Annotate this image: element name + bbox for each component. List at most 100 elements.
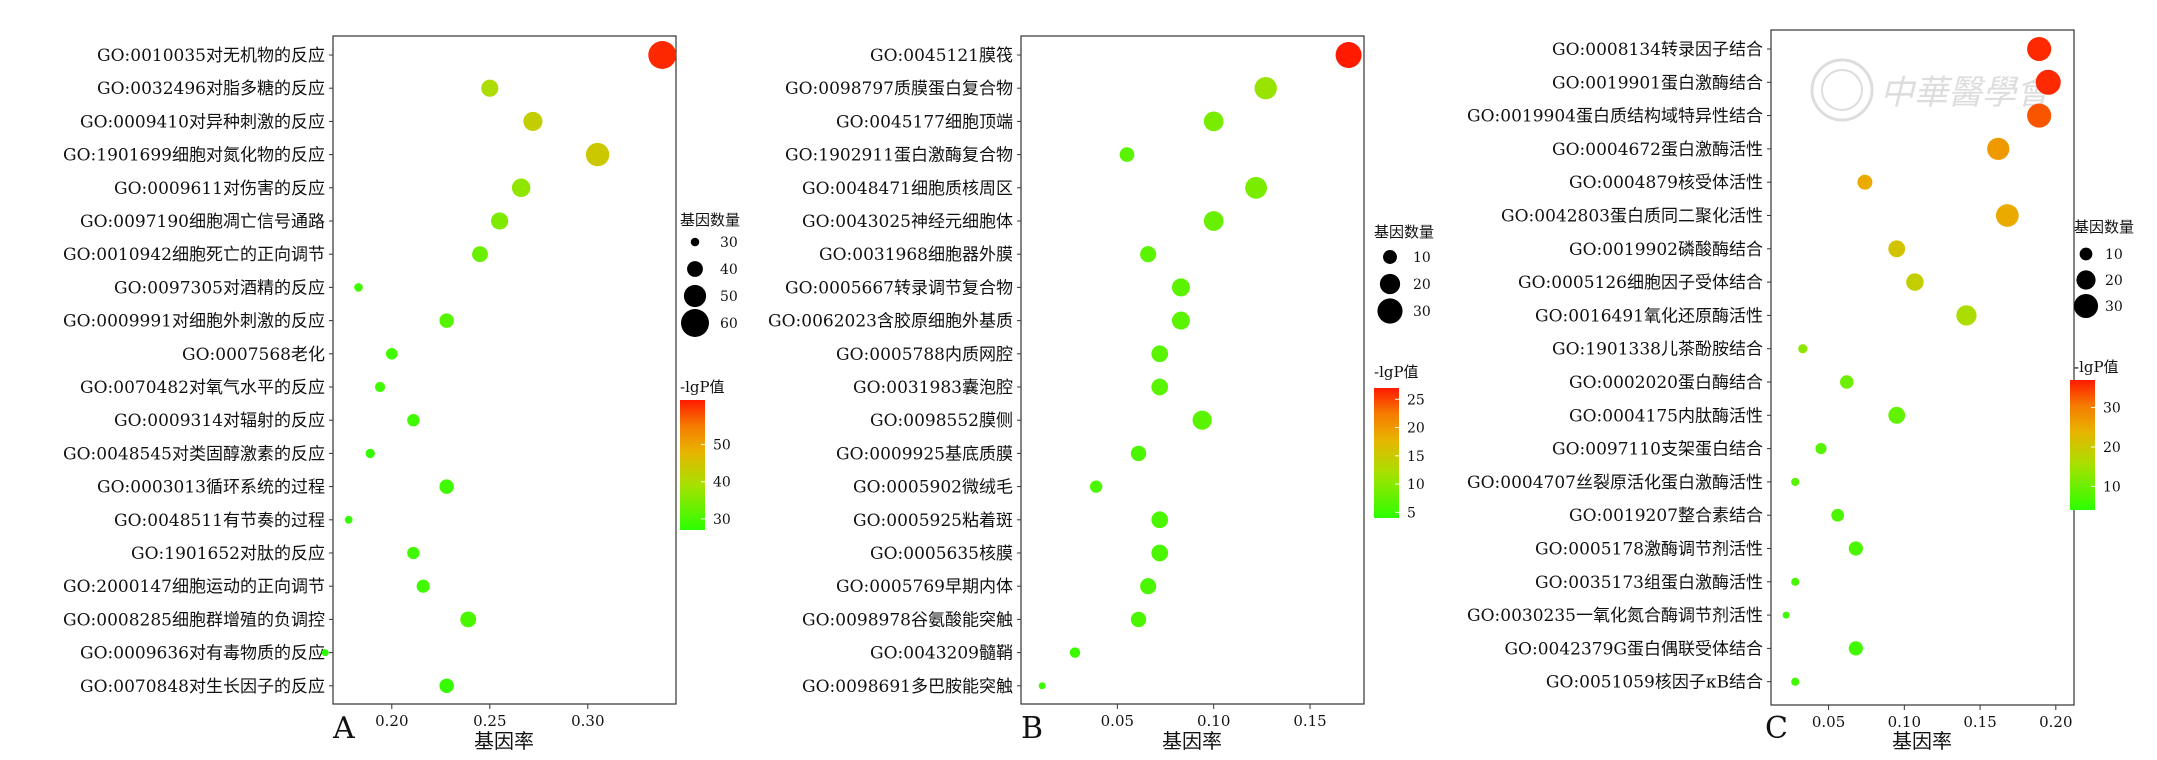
x-tick-label: 0.10 xyxy=(1197,712,1230,730)
data-point xyxy=(1130,445,1147,462)
color-legend-label: 10 xyxy=(2103,479,2121,495)
size-legend-label: 50 xyxy=(720,289,738,305)
term-label: GO:0016491氧化还原酶活性 xyxy=(1535,306,1763,326)
data-point xyxy=(472,246,488,263)
term-label: GO:0048545对类固醇激素的反应 xyxy=(63,444,325,464)
size-legend: 基因数量 10 20 30 xyxy=(2073,218,2134,319)
data-point xyxy=(2027,103,2052,128)
color-bar xyxy=(1374,388,1399,518)
x-tick-label: 0.30 xyxy=(571,712,604,730)
data-point xyxy=(1906,273,1924,291)
term-label: GO:0032496对脂多糖的反应 xyxy=(97,79,325,99)
term-label: GO:0098691多巴胺能突触 xyxy=(802,677,1013,697)
x-tick-label: 0.05 xyxy=(1812,713,1845,731)
y-tick-labels: GO:0008134转录因子结合 GO:0019901蛋白激酶结合 GO:00199… xyxy=(1467,40,1771,693)
color-legend-title: -lgP值 xyxy=(1374,363,1419,381)
data-point xyxy=(1848,641,1863,656)
term-label: GO:0045121膜筏 xyxy=(870,46,1013,66)
x-axis-label: 基因率 xyxy=(474,729,534,753)
term-label: GO:0009991对细胞外刺激的反应 xyxy=(63,312,325,332)
x-tick-label: 0.20 xyxy=(375,712,408,730)
data-point xyxy=(2027,36,2052,62)
size-legend-label: 30 xyxy=(1413,304,1431,320)
data-point xyxy=(1335,42,1362,68)
data-point xyxy=(1151,511,1169,529)
term-label: GO:0070848对生长因子的反应 xyxy=(80,677,325,697)
term-label: GO:0019901蛋白激酶结合 xyxy=(1552,73,1763,93)
size-legend-title: 基因数量 xyxy=(2074,218,2134,236)
x-tick-label: 0.05 xyxy=(1101,712,1134,730)
color-bar xyxy=(2070,380,2095,510)
panel-label: C xyxy=(1765,711,1788,746)
term-label: GO:0008134转录因子结合 xyxy=(1552,40,1763,60)
size-legend-label: 20 xyxy=(2105,273,2123,289)
data-point xyxy=(374,381,386,393)
x-ticks: 0.20 0.25 0.30 xyxy=(375,704,605,730)
term-label: GO:0070482对氧气水平的反应 xyxy=(80,378,325,398)
size-legend-dot xyxy=(1383,250,1397,264)
x-ticks: 0.05 0.10 0.15 0.20 xyxy=(1812,705,2073,731)
term-label: GO:0007568老化 xyxy=(182,345,325,365)
term-label: GO:0048471细胞质核周区 xyxy=(802,179,1013,199)
data-point xyxy=(1791,677,1800,686)
data-point xyxy=(1069,647,1081,658)
size-legend-label: 10 xyxy=(1413,250,1431,266)
term-label: GO:0097305对酒精的反应 xyxy=(114,278,325,298)
color-legend: -lgP值 10 20 30 xyxy=(2070,358,2121,510)
color-bar xyxy=(680,400,705,530)
panel-label: A xyxy=(332,711,355,746)
term-label: GO:0004672蛋白激酶活性 xyxy=(1552,140,1763,160)
size-legend-label: 30 xyxy=(2105,299,2123,315)
term-label: GO:0005788内质网腔 xyxy=(836,345,1013,365)
data-point xyxy=(1203,111,1224,132)
data-points xyxy=(1782,36,2061,686)
size-legend-label: 30 xyxy=(720,235,738,251)
size-legend-label: 20 xyxy=(1413,277,1431,293)
data-point xyxy=(648,41,677,69)
color-legend-label: 40 xyxy=(713,475,731,491)
size-legend-dot xyxy=(2073,293,2099,319)
term-label: GO:0035173组蛋白激酶活性 xyxy=(1535,573,1763,593)
term-label: GO:0010942细胞死亡的正向调节 xyxy=(63,245,325,265)
data-point xyxy=(460,611,477,628)
term-label: GO:0019902磷酸酶结合 xyxy=(1569,240,1763,260)
term-label: GO:0005769早期内体 xyxy=(836,577,1013,597)
data-points xyxy=(1038,42,1362,690)
y-tick-labels: GO:0010035对无机物的反应 GO:0032496对脂多糖的反应 GO:000… xyxy=(63,46,333,697)
term-label: GO:1902911蛋白激酶复合物 xyxy=(785,146,1013,166)
data-point xyxy=(491,212,509,230)
data-point xyxy=(1245,176,1268,199)
term-label: GO:1901338儿茶酚胺结合 xyxy=(1552,340,1763,360)
size-legend-dot xyxy=(690,237,700,247)
size-legend-dot xyxy=(2079,247,2093,261)
term-label: GO:0019207整合素结合 xyxy=(1569,506,1763,526)
term-label: GO:0062023含胶原细胞外基质 xyxy=(768,312,1013,332)
term-label: GO:0005925粘着斑 xyxy=(853,511,1013,531)
color-legend-label: 15 xyxy=(1407,449,1425,465)
color-legend-label: 20 xyxy=(2103,440,2121,456)
color-legend: -lgP值 5 10 15 20 25 xyxy=(1374,363,1425,521)
data-point xyxy=(1254,77,1277,100)
data-point xyxy=(1782,611,1790,619)
color-legend-label: 5 xyxy=(1407,505,1416,521)
watermark-text: 中華醫學會 xyxy=(1880,73,2055,113)
data-point xyxy=(1987,137,2010,161)
panel-a: GO:0010035对无机物的反应 GO:0032496对脂多糖的反应 GO:000… xyxy=(63,35,740,753)
term-label: GO:0008285细胞群增殖的负调控 xyxy=(63,610,325,630)
data-point xyxy=(416,579,430,593)
size-legend-dot xyxy=(2076,270,2096,290)
data-point xyxy=(407,414,420,427)
data-point xyxy=(1192,410,1212,430)
term-label: GO:0004707丝裂原活化蛋白激酶活性 xyxy=(1467,473,1763,493)
data-point xyxy=(1815,443,1827,455)
plot-frame xyxy=(332,35,677,705)
term-label: GO:1901652对肽的反应 xyxy=(131,544,325,564)
size-legend-dot xyxy=(687,261,703,277)
data-point xyxy=(1857,174,1873,190)
watermark: 中華醫學會 xyxy=(1810,58,2055,122)
data-point xyxy=(2035,69,2061,95)
term-label: GO:0042379G蛋白偶联受体结合 xyxy=(1504,639,1763,659)
x-axis-label: 基因率 xyxy=(1892,729,1952,753)
data-point xyxy=(1203,211,1224,231)
data-point xyxy=(1171,278,1190,297)
